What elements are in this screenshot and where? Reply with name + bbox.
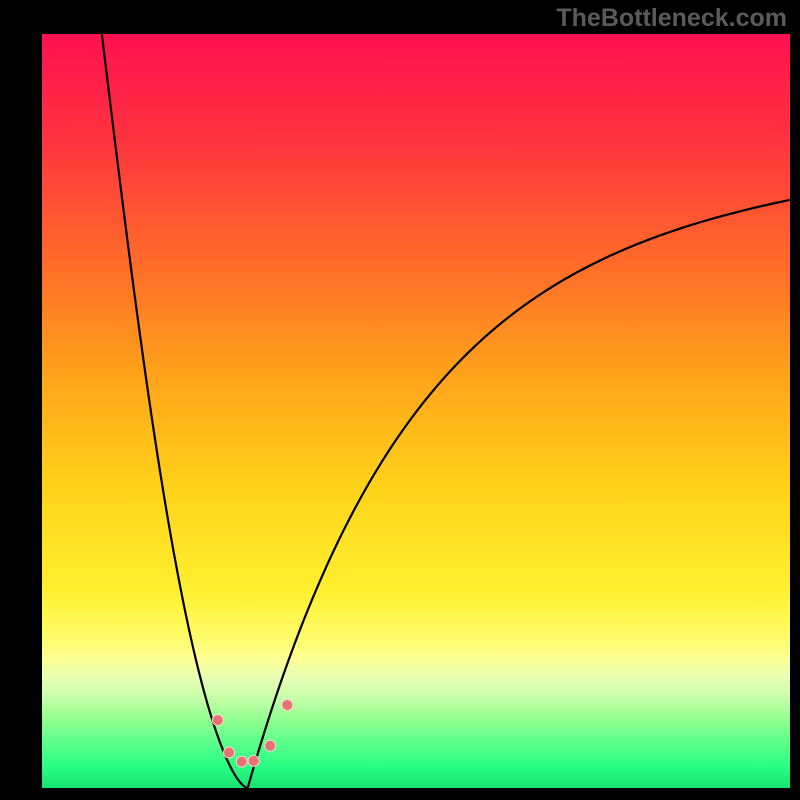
data-point <box>265 740 276 751</box>
chart-plot-area <box>42 34 790 788</box>
data-point <box>248 755 259 766</box>
data-point <box>236 756 247 767</box>
watermark-label: TheBottleneck.com <box>556 4 787 33</box>
data-point <box>282 700 293 711</box>
data-point <box>212 715 223 726</box>
chart-svg <box>42 34 790 788</box>
bottleneck-curve <box>102 34 790 788</box>
data-point <box>224 747 235 758</box>
